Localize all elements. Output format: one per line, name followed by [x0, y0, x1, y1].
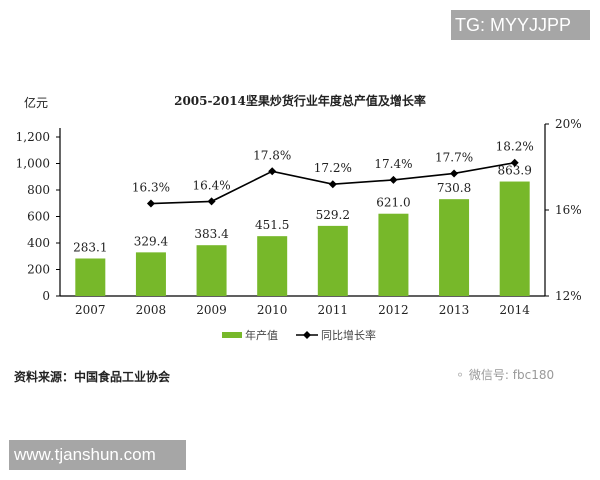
x-tick-label: 2011: [318, 303, 349, 317]
bar: [75, 258, 106, 296]
growth-rate-label: 16.3%: [132, 181, 170, 195]
line-marker-diamond: [450, 169, 459, 178]
bar: [378, 213, 409, 296]
x-tick-label: 2009: [196, 303, 227, 317]
wechat-icon: ⚬: [455, 368, 466, 382]
y-tick-label: 400: [27, 236, 50, 250]
line-marker-diamond: [328, 180, 337, 189]
line-marker-diamond: [510, 158, 519, 167]
bar: [439, 199, 470, 296]
watermark-site: www.tjanshun.com: [9, 440, 186, 470]
y-axis-unit: 亿元: [24, 96, 49, 110]
chart-title: 2005-2014坚果炒货行业年度总产值及增长率: [174, 94, 426, 108]
bar: [317, 225, 348, 296]
bar-value-label: 383.4: [194, 227, 229, 241]
x-tick-label: 2008: [136, 303, 167, 317]
legend-swatch-line: [303, 331, 311, 339]
wechat-watermark: ⚬ 微信号: fbc180: [455, 366, 554, 383]
bar: [257, 236, 288, 296]
bar-value-label: 863.9: [498, 164, 532, 178]
bar-value-label: 329.4: [134, 234, 169, 248]
legend-label-bar: 年产值: [245, 328, 278, 342]
legend-label-line: 同比增长率: [321, 328, 376, 342]
y2-tick-label: 16%: [555, 203, 582, 217]
bar: [135, 252, 166, 296]
bar-value-label: 283.1: [73, 240, 107, 254]
x-tick-label: 2012: [378, 303, 409, 317]
growth-rate-label: 17.8%: [253, 148, 291, 162]
watermark-tg: TG: MYYJJPP: [451, 10, 590, 40]
line-marker-diamond: [389, 175, 398, 184]
growth-rate-label: 17.2%: [314, 161, 352, 175]
y2-tick-label: 12%: [555, 289, 582, 303]
line-marker-diamond: [207, 197, 216, 206]
legend-swatch-bar: [222, 332, 242, 338]
y-tick-label: 600: [27, 210, 50, 224]
y-tick-label: 800: [27, 183, 50, 197]
bar: [196, 245, 227, 296]
bar-value-label: 529.2: [316, 208, 350, 222]
bar-series: 283.1 329.4 383.4 451.5 529.2 621.0 730.8 863.9: [73, 164, 532, 296]
line-marker-diamond: [146, 199, 155, 208]
data-source: 资料来源：中国食品工业协会: [14, 370, 171, 384]
x-tick-label: 2013: [439, 303, 470, 317]
y-tick-label: 1,200: [16, 130, 50, 144]
growth-line-series: 16.3% 16.4% 17.8% 17.2% 17.4% 17.7% 18.2%: [132, 140, 534, 208]
y2-tick-label: 20%: [555, 117, 582, 131]
legend: 年产值 同比增长率: [222, 328, 376, 342]
x-tick-label: 2007: [75, 303, 106, 317]
chart: 0 200 400 600 800 1,000 1,200 12% 16% 20% 2007 2008…: [16, 117, 582, 342]
bar-value-label: 730.8: [437, 181, 471, 195]
line-marker-diamond: [268, 167, 277, 176]
y-tick-label: 0: [42, 289, 50, 303]
bar: [499, 181, 530, 296]
y-tick-label: 200: [27, 263, 50, 277]
x-tick-label: 2014: [499, 303, 530, 317]
growth-rate-label: 18.2%: [496, 140, 534, 154]
growth-rate-label: 17.4%: [374, 157, 412, 171]
bar-value-label: 621.0: [376, 196, 410, 210]
growth-rate-label: 16.4%: [193, 178, 231, 192]
bar-value-label: 451.5: [255, 218, 289, 232]
wechat-id: 微信号: fbc180: [468, 368, 555, 382]
axes: 0 200 400 600 800 1,000 1,200 12% 16% 20% 2007 2008…: [16, 117, 582, 317]
x-tick-label: 2010: [257, 303, 288, 317]
growth-rate-label: 17.7%: [435, 150, 473, 164]
y-tick-label: 1,000: [16, 157, 50, 171]
